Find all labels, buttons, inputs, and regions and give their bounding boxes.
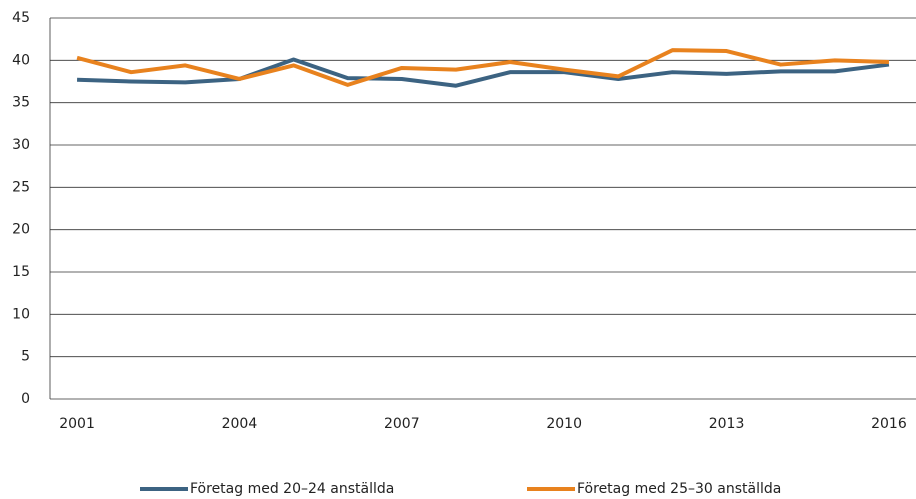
y-tick-label: 25	[12, 179, 30, 195]
x-tick-label: 2010	[546, 416, 582, 432]
x-tick-label: 2016	[871, 416, 907, 432]
legend-label: Företag med 25–30 anställda	[577, 481, 781, 497]
x-tick-label: 2004	[222, 416, 258, 432]
y-tick-label: 10	[12, 306, 30, 322]
y-tick-label: 30	[12, 137, 30, 153]
y-tick-label: 45	[12, 10, 30, 26]
x-tick-label: 2013	[709, 416, 745, 432]
y-tick-label: 40	[12, 52, 30, 68]
y-tick-label: 15	[12, 264, 30, 280]
x-tick-label: 2007	[384, 416, 420, 432]
legend-label: Företag med 20–24 anställda	[190, 481, 394, 497]
y-tick-label: 35	[12, 95, 30, 111]
series-line	[76, 57, 890, 88]
y-tick-label: 0	[21, 391, 30, 407]
x-tick-label: 2001	[59, 416, 95, 432]
y-tick-label: 20	[12, 222, 30, 238]
series-line	[76, 48, 890, 87]
y-tick-label: 5	[21, 349, 30, 365]
